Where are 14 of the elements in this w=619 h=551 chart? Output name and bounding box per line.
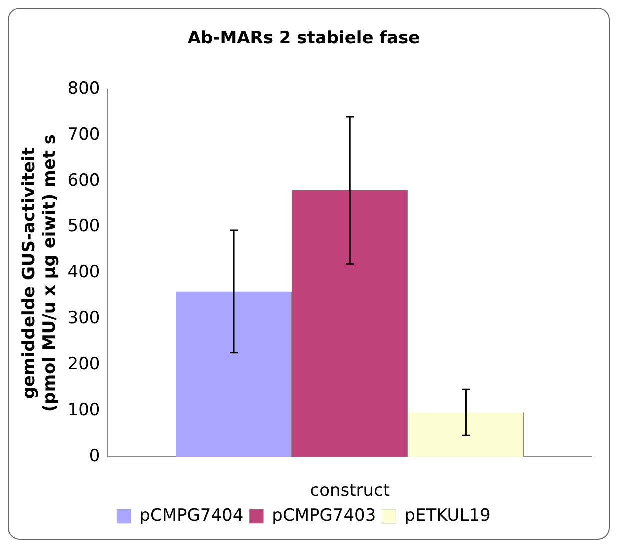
legend-label: pCMPG7403 — [272, 506, 376, 526]
y-tick-label: 100 — [68, 400, 100, 421]
y-tick-label: 0 — [89, 446, 100, 467]
chart-title: Ab-MARs 2 stabiele fase — [188, 28, 420, 49]
y-tick-label: 500 — [68, 216, 100, 237]
y-tick-label: 700 — [68, 124, 100, 145]
legend-label: pCMPG7404 — [140, 506, 244, 526]
y-tick-label: 300 — [68, 308, 100, 329]
y-axis-title: gemiddelde GUS-activiteit (pmol MU/u x µg eiwit) met s — [20, 134, 60, 412]
y-tick-label: 200 — [68, 354, 100, 375]
y-tick-label: 600 — [68, 170, 100, 191]
y-tick-label: 400 — [68, 262, 100, 283]
y-tick-label: 800 — [68, 78, 100, 99]
x-axis-title: construct — [310, 481, 390, 502]
